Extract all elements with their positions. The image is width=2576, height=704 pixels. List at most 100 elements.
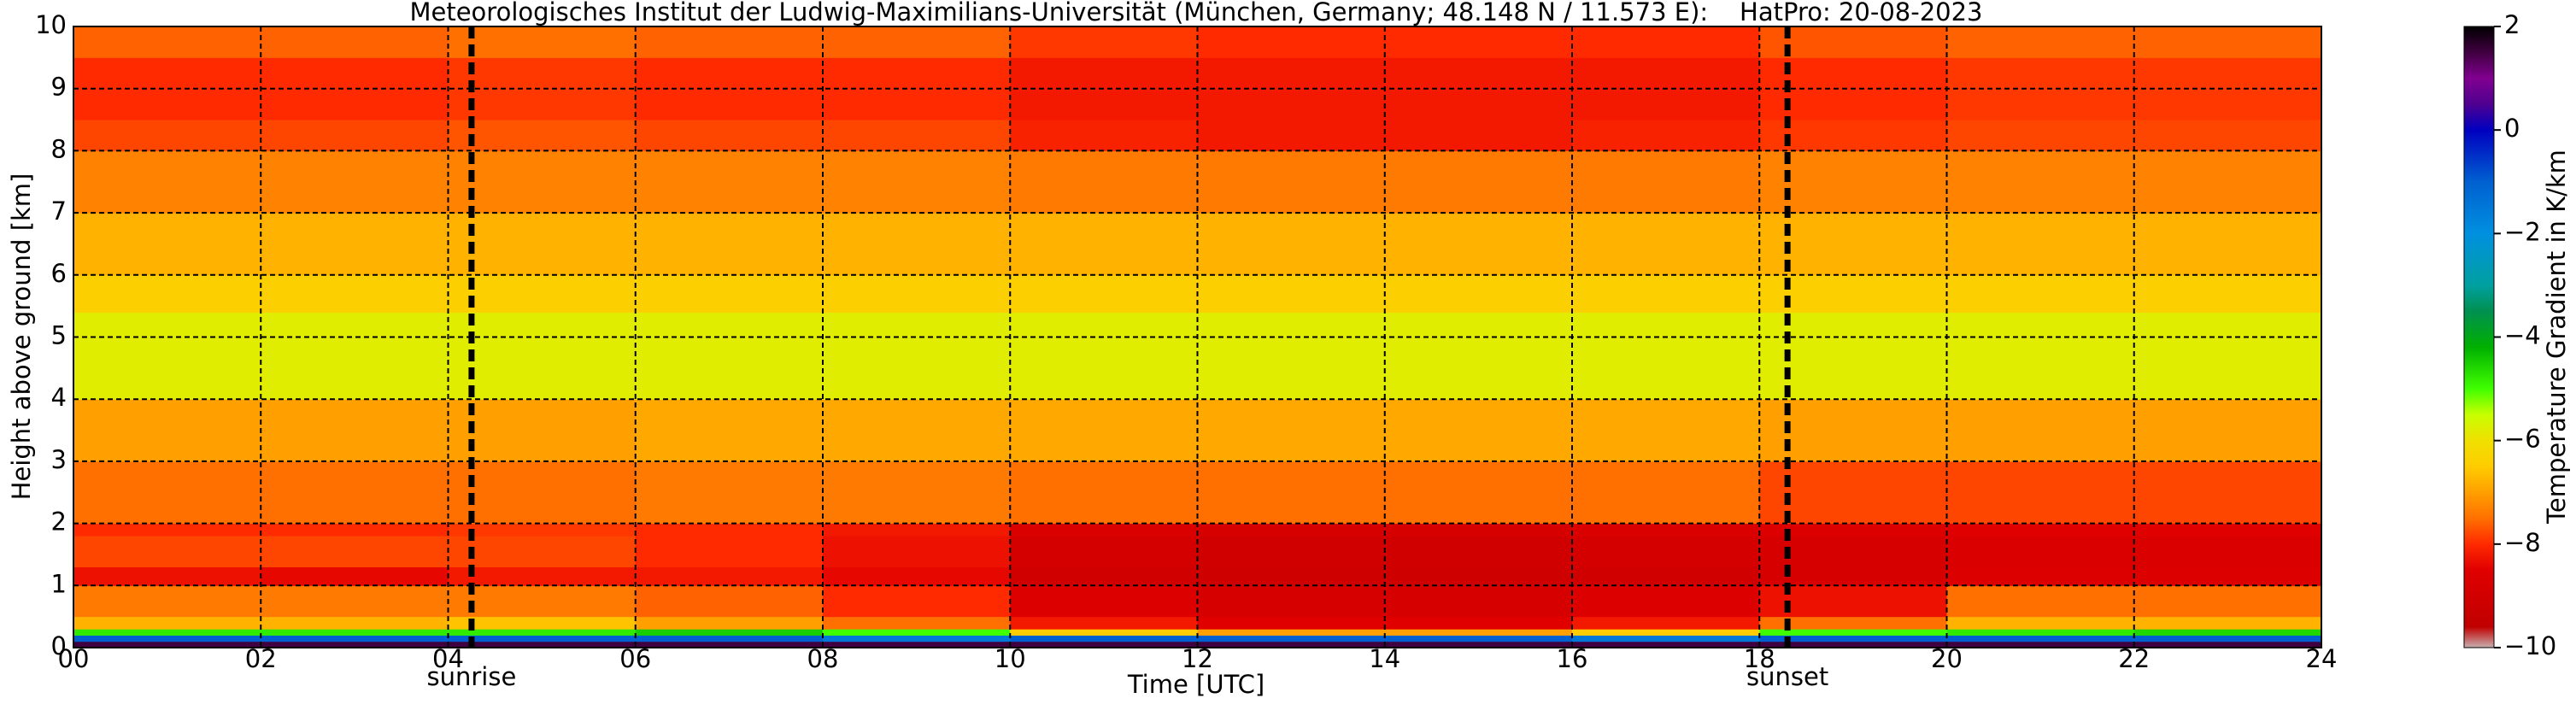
- heatmap-cell: [1197, 312, 1386, 400]
- heatmap-cell: [1572, 523, 1760, 537]
- heatmap-cell: [635, 635, 824, 642]
- heatmap-cell: [1759, 616, 1947, 630]
- y-tick-label: 1: [51, 569, 67, 598]
- x-tick-label: 14: [1369, 644, 1400, 673]
- heatmap-cell: [823, 616, 1011, 630]
- heatmap-cell: [823, 566, 1011, 586]
- heatmap-cell: [1197, 585, 1386, 618]
- y-tick-label: 2: [51, 507, 67, 537]
- heatmap-cell: [73, 120, 261, 151]
- heatmap-cell: [1572, 536, 1760, 567]
- heatmap-cell: [1946, 461, 2135, 525]
- heatmap-cell: [1384, 585, 1573, 618]
- heatmap-cell: [448, 585, 637, 618]
- heatmap-cell: [448, 566, 637, 586]
- heatmap-cell: [448, 536, 637, 567]
- x-tick-label: 08: [807, 644, 839, 673]
- heatmap-cell: [2133, 566, 2322, 586]
- heatmap-cell: [1946, 641, 2135, 648]
- y-tick-label: 6: [51, 259, 67, 288]
- heatmap-cell: [261, 585, 449, 618]
- heatmap-cell: [635, 274, 824, 313]
- heatmap-cell: [2133, 461, 2322, 525]
- heatmap-cell: [1572, 629, 1760, 636]
- heatmap-cell: [261, 26, 449, 58]
- heatmap-cell: [448, 641, 637, 648]
- heatmap-cell: [1010, 566, 1198, 586]
- heatmap-cell: [1384, 312, 1573, 400]
- heatmap-cell: [1946, 616, 2135, 630]
- heatmap-cell: [448, 523, 637, 537]
- heatmap-cell: [635, 629, 824, 636]
- heatmap-cell: [1384, 635, 1573, 642]
- heatmap-cell: [1010, 120, 1198, 151]
- heatmap-cell: [1010, 536, 1198, 567]
- x-tick-label: 10: [995, 644, 1026, 673]
- heatmap-cell: [448, 274, 637, 313]
- heatmap-cell: [1946, 629, 2135, 636]
- heatmap-cell: [1384, 120, 1573, 151]
- y-tick-label: 3: [51, 445, 67, 474]
- heatmap-cell: [261, 635, 449, 642]
- heatmap-cell: [1946, 120, 2135, 151]
- heatmap-cell: [2133, 585, 2322, 618]
- heatmap-cell: [635, 213, 824, 276]
- heatmap-cell: [1197, 120, 1386, 151]
- heatmap-cell: [1010, 635, 1198, 642]
- heatmap-cell: [1572, 399, 1760, 462]
- heatmap-cell: [73, 399, 261, 462]
- heatmap-cell: [1384, 274, 1573, 313]
- heatmap-cell: [823, 213, 1011, 276]
- heatmap-cell: [2133, 536, 2322, 567]
- x-axis-label: Time [UTC]: [1127, 670, 1265, 699]
- heatmap-cell: [1010, 629, 1198, 636]
- heatmap-cell: [73, 635, 261, 642]
- heatmap-cell: [448, 399, 637, 462]
- heatmap-cell: [635, 641, 824, 648]
- heatmap-cell: [261, 312, 449, 400]
- heatmap-cell: [261, 461, 449, 525]
- heatmap-cell: [1759, 274, 1947, 313]
- heatmap-cell: [1759, 629, 1947, 636]
- heatmap-cell: [1946, 312, 2135, 400]
- heatmap-cell: [823, 641, 1011, 648]
- colorbar-tick-label: −10: [2504, 631, 2556, 660]
- event-label: sunset: [1746, 662, 1828, 691]
- heatmap-cell: [1197, 26, 1386, 58]
- heatmap-cell: [1384, 150, 1573, 214]
- heatmap-cell: [823, 629, 1011, 636]
- heatmap-cell: [73, 566, 261, 586]
- heatmap-cell: [1197, 461, 1386, 525]
- heatmap-cell: [823, 26, 1011, 58]
- heatmap-cell: [823, 120, 1011, 151]
- heatmap-cell: [2133, 523, 2322, 537]
- heatmap-cell: [635, 120, 824, 151]
- heatmap-cell: [1946, 274, 2135, 313]
- heatmap-cell: [261, 523, 449, 537]
- heatmap-cell: [2133, 26, 2322, 58]
- heatmap-cell: [1572, 616, 1760, 630]
- heatmap-cell: [1197, 566, 1386, 586]
- heatmap-cell: [1197, 213, 1386, 276]
- heatmap-cell: [73, 523, 261, 537]
- heatmap-cell: [448, 150, 637, 214]
- heatmap-cell: [1010, 312, 1198, 400]
- heatmap-cell: [261, 274, 449, 313]
- heatmap-cell: [1010, 274, 1198, 313]
- heatmap-cell: [1572, 585, 1760, 618]
- heatmap-cell: [1946, 213, 2135, 276]
- heatmap-cell: [73, 26, 261, 58]
- heatmap-cell: [1946, 536, 2135, 567]
- heatmap-cell: [1384, 523, 1573, 537]
- heatmap-cell: [1759, 566, 1947, 586]
- heatmap-cell: [635, 150, 824, 214]
- x-tick-label: 16: [1557, 644, 1588, 673]
- heatmap-cell: [1572, 566, 1760, 586]
- heatmap-cell: [823, 312, 1011, 400]
- y-tick-label: 5: [51, 321, 67, 350]
- heatmap-cell: [823, 399, 1011, 462]
- heatmap-cell: [823, 150, 1011, 214]
- heatmap-cell: [261, 641, 449, 648]
- heatmap-cell: [635, 536, 824, 567]
